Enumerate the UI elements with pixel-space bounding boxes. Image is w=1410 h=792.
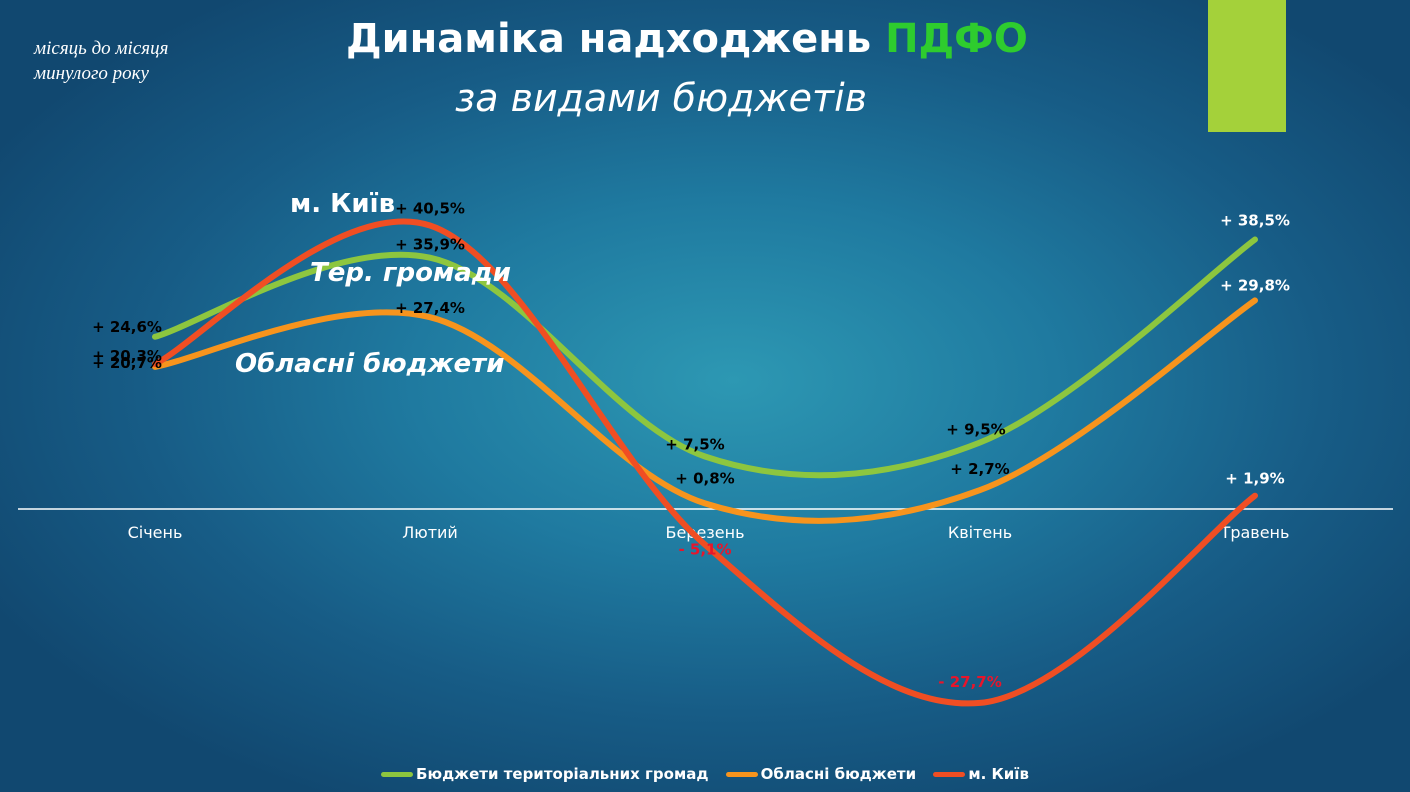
data-label-orange: + 0,8%: [675, 469, 734, 487]
legend-label-orange: Обласні бюджети: [760, 765, 917, 783]
series-line-red: [152, 218, 1258, 707]
data-label-red: + 20,7%: [92, 354, 162, 372]
data-label-orange: + 29,8%: [1220, 276, 1290, 294]
decorative-green-bar: [1208, 0, 1286, 132]
data-label-green: + 24,6%: [92, 318, 162, 336]
legend-item-orange: Обласні бюджети: [725, 765, 917, 783]
legend-item-green: Бюджети територіальних громад: [381, 765, 708, 783]
x-tick-label: Квітень: [948, 523, 1012, 542]
legend-label-green: Бюджети територіальних громад: [416, 765, 709, 783]
data-label-orange: + 20,3%: [92, 347, 162, 365]
legend-swatch-red: [933, 772, 966, 777]
x-tick-label: Січень: [128, 523, 183, 542]
x-tick-label: Травень: [1220, 523, 1290, 542]
legend-item-red: м. Київ: [933, 765, 1029, 783]
legend-label-red: м. Київ: [968, 765, 1029, 783]
data-label-green: + 9,5%: [946, 421, 1005, 439]
title-accent: ПДФО: [885, 16, 1028, 62]
x-tick-label: Лютий: [402, 523, 458, 542]
data-label-green: + 7,5%: [665, 436, 724, 454]
series-line-green: [152, 236, 1258, 479]
chart-legend: Бюджети територіальних громад Обласні бю…: [0, 765, 1410, 783]
data-label-red: - 5,1%: [678, 541, 731, 559]
note-line-1: місяць до місяця: [34, 38, 169, 59]
data-label-orange: + 27,4%: [395, 299, 465, 317]
page-title: Динаміка надходжень ПДФО: [346, 16, 1028, 62]
data-label-red: - 27,7%: [938, 673, 1002, 691]
x-tick-label: Березень: [665, 523, 744, 542]
title-main: Динаміка надходжень: [346, 16, 872, 62]
series-annotation: Обласні бюджети: [235, 349, 504, 379]
data-label-green: + 38,5%: [1220, 212, 1290, 230]
subtitle-note: місяць до місяця минулого року: [34, 36, 168, 86]
data-label-red: + 40,5%: [395, 200, 465, 218]
legend-swatch-orange: [725, 772, 758, 777]
data-label-red: + 1,9%: [1225, 470, 1284, 488]
note-line-2: минулого року: [34, 63, 149, 84]
data-label-orange: + 2,7%: [950, 460, 1009, 478]
series-annotation: м. Київ: [290, 189, 395, 219]
series-annotation: Тер. громади: [310, 258, 511, 288]
data-label-green: + 35,9%: [395, 236, 465, 254]
series-line-orange: [152, 297, 1258, 524]
page-subtitle: за видами бюджетів: [455, 76, 868, 120]
legend-swatch-green: [381, 772, 414, 777]
